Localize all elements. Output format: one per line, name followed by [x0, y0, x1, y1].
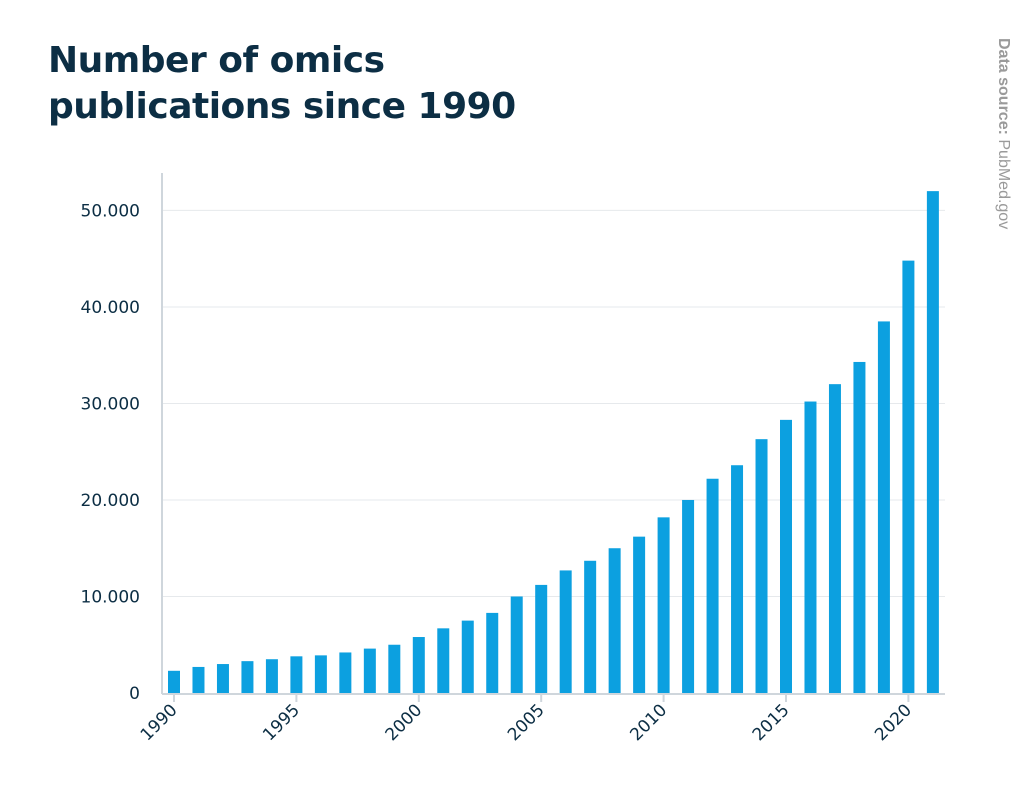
- bar: [584, 560, 597, 693]
- bar: [559, 570, 572, 693]
- bar: [192, 666, 205, 693]
- chart-title: Number of omics publications since 1990: [48, 40, 516, 127]
- bar: [608, 548, 621, 693]
- y-tick-label: 30.000: [81, 394, 140, 414]
- bar: [706, 478, 719, 693]
- y-axis-ticks: 0 10.000 20.000 30.000 40.000 50.000: [81, 201, 140, 704]
- bar: [828, 384, 841, 693]
- bar: [926, 191, 939, 694]
- y-tick-label: 0: [129, 684, 140, 704]
- bar: [731, 465, 744, 693]
- bar: [363, 648, 376, 693]
- bar: [314, 655, 327, 693]
- bar: [877, 321, 890, 693]
- bar: [265, 659, 278, 693]
- bar: [290, 656, 303, 693]
- bar: [804, 401, 817, 693]
- bar: [168, 670, 180, 693]
- bar: [657, 517, 670, 693]
- y-tick-label: 40.000: [81, 298, 140, 318]
- bar: [486, 612, 499, 693]
- bar: [780, 419, 792, 693]
- bar: [535, 584, 548, 693]
- bar: [461, 620, 474, 693]
- x-tick-label: 2005: [504, 700, 549, 745]
- bar: [633, 536, 646, 693]
- bar: [241, 661, 254, 693]
- bar: [437, 628, 450, 693]
- bar: [902, 260, 915, 693]
- bar: [755, 439, 768, 693]
- y-tick-label: 10.000: [81, 587, 140, 607]
- bar: [339, 652, 352, 693]
- x-tick-label: 1995: [259, 700, 304, 745]
- x-tick-label: 2020: [871, 700, 916, 745]
- bar: [412, 637, 425, 693]
- x-tick-label: 2000: [382, 700, 427, 745]
- bars: [168, 191, 939, 694]
- bar: [853, 361, 866, 693]
- x-tick-label: 2010: [626, 700, 671, 745]
- x-tick-label: 1990: [137, 700, 182, 745]
- x-axis-ticks: 1990 1995 2000 2005 2010 2015 2020: [137, 694, 916, 745]
- bar: [388, 644, 401, 693]
- y-tick-label: 50.000: [81, 201, 140, 221]
- x-tick-label: 2015: [749, 700, 794, 745]
- gridlines: [162, 209, 945, 597]
- bar: [682, 499, 695, 693]
- y-tick-label: 20.000: [81, 491, 140, 511]
- bar: [510, 596, 523, 693]
- bar: [216, 664, 229, 693]
